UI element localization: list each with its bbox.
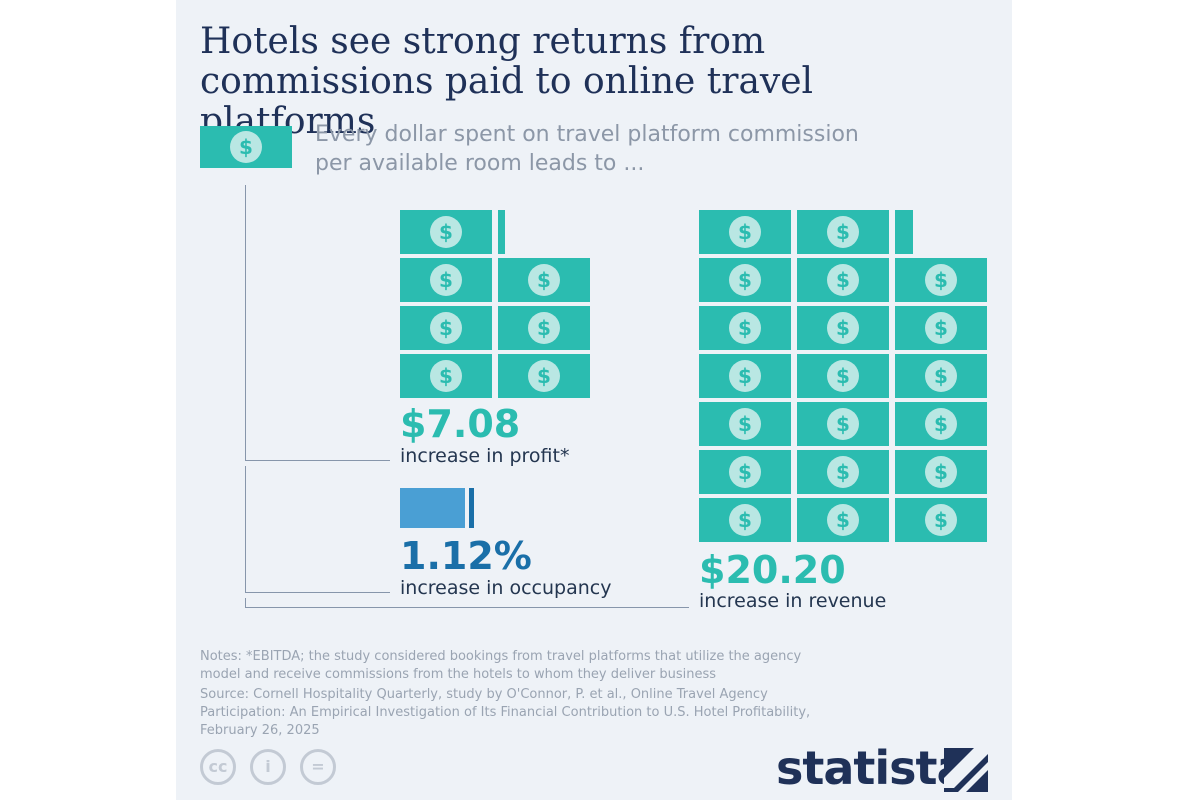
infographic-card [176,0,1012,800]
chart-title: Hotels see strong returns from commissio… [200,21,814,142]
statista-logo[interactable]: statista [776,741,968,795]
notes-text: Notes: *EBITDA; the study considered boo… [200,649,802,682]
dollar-bill [895,210,913,254]
dollar-bill: $ [699,498,791,542]
dollar-coin-icon: $ [925,312,957,344]
profit-value: $7.08 [400,402,521,446]
dollar-coin-icon: $ [729,216,761,248]
dollar-coin-icon: $ [430,312,462,344]
dollar-bill: $ [797,498,889,542]
connector-line [245,607,689,608]
dollar-bill: $ [797,258,889,302]
connector-line [245,185,246,461]
dollar-bill: $ [400,306,492,350]
intro-text: Every dollar spent on travel platform co… [315,122,859,176]
dollar-coin-icon: $ [528,360,560,392]
dollar-coin-icon: $ [230,131,262,163]
dollar-coin-icon: $ [925,360,957,392]
dollar-bill: $ [699,258,791,302]
occupancy-bar [400,488,465,528]
dollar-coin-icon: $ [729,264,761,296]
dollar-bill: $ [797,210,889,254]
dollar-bill: $ [699,450,791,494]
dollar-coin-icon: $ [827,360,859,392]
dollar-bill: $ [895,402,987,446]
cc-icon[interactable]: cc [200,749,236,785]
dollar-coin-icon: $ [430,360,462,392]
dollar-coin-icon: $ [925,408,957,440]
dollar-bill: $ [699,354,791,398]
dollar-bill: $ [400,210,492,254]
connector-line [245,598,246,608]
dollar-bill: $ [498,354,590,398]
dollar-bill: $ [895,258,987,302]
dollar-bill: $ [699,402,791,446]
dollar-coin-icon: $ [827,456,859,488]
dollar-coin-icon: $ [925,456,957,488]
dollar-coin-icon: $ [729,312,761,344]
dollar-bill: $ [797,402,889,446]
dollar-bill: $ [699,210,791,254]
dollar-coin-icon: $ [729,456,761,488]
profit-label: increase in profit* [400,445,570,467]
dollar-coin-icon: $ [827,504,859,536]
input-dollar-bill: $ [200,126,292,168]
dollar-coin-icon: $ [528,264,560,296]
occupancy-label: increase in occupancy [400,577,612,599]
source-text: Source: Cornell Hospitality Quarterly, s… [200,687,811,738]
dollar-bill: $ [797,450,889,494]
dollar-bill: $ [895,306,987,350]
revenue-label: increase in revenue [699,590,887,612]
statista-logo-icon [944,748,988,792]
dollar-coin-icon: $ [827,312,859,344]
dollar-bill: $ [797,354,889,398]
dollar-bill: $ [699,306,791,350]
connector-line [245,460,390,461]
dollar-coin-icon: $ [925,264,957,296]
connector-line [245,592,390,593]
dollar-coin-icon: $ [528,312,560,344]
dollar-bill: $ [895,498,987,542]
dollar-bill: $ [498,258,590,302]
attribution-icon[interactable]: i [250,749,286,785]
dollar-coin-icon: $ [430,216,462,248]
occupancy-bar-marker [469,488,474,528]
connector-line [245,466,246,593]
no-derivatives-icon[interactable]: = [300,749,336,785]
dollar-coin-icon: $ [729,408,761,440]
dollar-bill: $ [400,354,492,398]
dollar-coin-icon: $ [430,264,462,296]
dollar-bill: $ [797,306,889,350]
dollar-bill: $ [895,354,987,398]
dollar-coin-icon: $ [925,504,957,536]
dollar-coin-icon: $ [729,360,761,392]
dollar-coin-icon: $ [827,216,859,248]
revenue-value: $20.20 [699,548,846,592]
occupancy-value: 1.12% [400,534,532,578]
dollar-coin-icon: $ [827,264,859,296]
dollar-coin-icon: $ [729,504,761,536]
dollar-coin-icon: $ [827,408,859,440]
dollar-bill: $ [400,258,492,302]
dollar-bill: $ [498,306,590,350]
dollar-bill [498,210,505,254]
dollar-bill: $ [895,450,987,494]
